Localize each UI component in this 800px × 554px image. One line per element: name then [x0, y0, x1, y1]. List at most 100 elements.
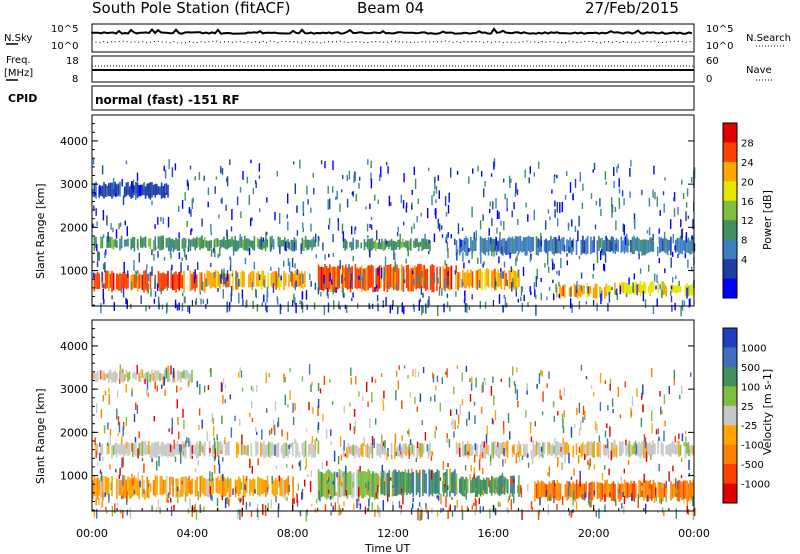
velocity-speckle	[434, 431, 436, 439]
velocity-band-streak	[684, 443, 687, 458]
velocity-speckle	[358, 486, 360, 498]
power-speckle	[309, 273, 311, 280]
power-speckle	[672, 277, 674, 283]
power-speckle	[226, 274, 229, 281]
power-band-streak	[386, 265, 389, 293]
velocity-speckle	[474, 415, 476, 425]
power-speckle	[428, 296, 430, 306]
power-band-streak	[159, 186, 161, 196]
velocity-speckle	[387, 478, 389, 487]
power-band-streak	[537, 239, 539, 256]
velocity-speckle	[658, 463, 660, 472]
velocity-speckle	[245, 501, 248, 510]
power-speckle	[324, 283, 326, 288]
velocity-speckle	[684, 430, 687, 435]
velocity-band-streak	[242, 475, 245, 497]
power-band-streak	[108, 183, 110, 196]
power-speckle	[446, 235, 449, 239]
velocity-colorbar-tick: 1000	[741, 343, 766, 354]
velocity-band-streak	[487, 445, 490, 456]
power-speckle	[171, 167, 174, 178]
power-band-streak	[167, 270, 169, 288]
velocity-speckle	[613, 439, 615, 445]
velocity-speckle	[432, 374, 435, 383]
power-band-streak	[149, 182, 152, 200]
power-speckle	[136, 172, 139, 182]
power-band-streak	[421, 238, 423, 251]
velocity-speckle	[355, 376, 357, 385]
velocity-speckle	[156, 460, 158, 471]
power-speckle	[221, 269, 223, 275]
power-band-streak	[377, 267, 379, 292]
velocity-speckle	[619, 414, 622, 419]
velocity-speckle	[415, 457, 417, 463]
velocity-band-streak	[612, 481, 615, 501]
power-speckle	[686, 188, 689, 197]
velocity-speckle	[350, 377, 352, 385]
power-speckle	[688, 299, 691, 308]
velocity-band-streak	[564, 484, 567, 498]
power-speckle	[337, 218, 339, 223]
power-band-streak	[350, 241, 353, 251]
velocity-speckle	[509, 431, 511, 440]
power-speckle	[614, 290, 617, 295]
power-band-streak	[627, 283, 629, 294]
velocity-speckle	[449, 491, 451, 497]
power-speckle	[302, 227, 304, 233]
power-band-streak	[474, 270, 477, 289]
power-speckle	[664, 177, 666, 181]
power-band-streak	[132, 274, 134, 290]
power-speckle	[428, 239, 430, 244]
power-speckle	[580, 272, 583, 279]
velocity-speckle	[239, 509, 241, 521]
power-speckle	[92, 223, 94, 228]
power-speckle	[613, 181, 615, 189]
power-speckle	[535, 304, 537, 316]
power-band-streak	[295, 239, 297, 251]
velocity-speckle	[255, 426, 257, 432]
power-speckle	[242, 170, 244, 180]
power-speckle	[397, 306, 399, 310]
power-speckle	[191, 198, 193, 209]
power-speckle	[613, 166, 615, 176]
velocity-band-streak	[630, 444, 632, 457]
power-speckle	[693, 167, 696, 179]
power-speckle	[397, 226, 399, 232]
velocity-speckle	[416, 441, 419, 448]
velocity-band-streak	[588, 441, 591, 456]
velocity-band-streak	[258, 477, 261, 497]
power-band-streak	[502, 238, 504, 256]
velocity-band-streak	[140, 370, 142, 382]
power-speckle	[533, 172, 535, 177]
velocity-band-streak	[366, 443, 369, 458]
velocity-band-streak	[122, 369, 124, 383]
power-speckle	[210, 262, 212, 267]
velocity-speckle	[506, 506, 508, 511]
velocity-speckle	[180, 456, 182, 464]
power-band-streak	[291, 271, 293, 287]
power-speckle	[489, 201, 491, 207]
velocity-speckle	[692, 495, 694, 506]
power-speckle	[621, 190, 624, 197]
velocity-speckle	[537, 510, 540, 520]
power-speckle	[655, 285, 657, 290]
power-speckle	[656, 274, 658, 283]
velocity-band-streak	[462, 441, 464, 457]
velocity-speckle	[212, 417, 215, 425]
velocity-band-streak	[535, 443, 538, 456]
velocity-band-streak	[394, 443, 396, 459]
velocity-band-streak	[593, 441, 595, 459]
velocity-speckle	[517, 451, 519, 457]
velocity-speckle	[218, 460, 220, 465]
power-speckle	[438, 190, 440, 199]
velocity-band-streak	[148, 440, 150, 455]
velocity-band-streak	[197, 443, 200, 458]
velocity-speckle	[509, 493, 511, 498]
power-band-streak	[297, 270, 300, 287]
power-speckle	[174, 302, 177, 309]
power-speckle	[506, 302, 508, 308]
velocity-band-streak	[678, 479, 680, 502]
power-speckle	[551, 258, 553, 262]
velocity-speckle	[197, 491, 199, 501]
velocity-speckle	[421, 420, 423, 425]
